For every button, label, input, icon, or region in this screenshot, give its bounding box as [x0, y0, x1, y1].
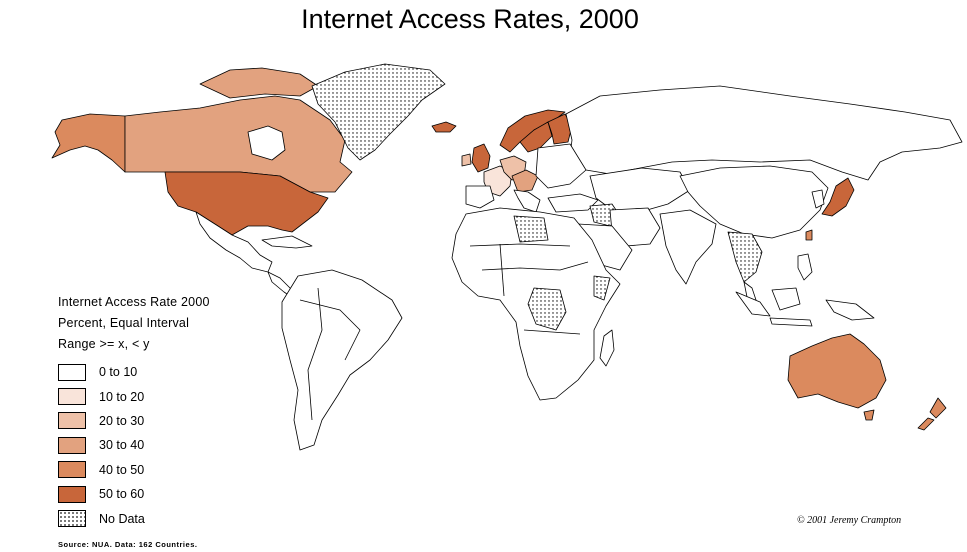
south-america — [281, 269, 403, 451]
legend-subtitle: Percent, Equal Interval — [58, 316, 190, 330]
legend-swatch — [58, 363, 86, 381]
new-zealand — [917, 397, 947, 431]
central-europe — [511, 169, 539, 193]
greenland — [311, 63, 446, 161]
legend-swatch — [58, 436, 86, 454]
philippines — [797, 253, 813, 281]
legend-item: 30 to 40 — [58, 433, 210, 457]
sa-border-2 — [307, 287, 323, 421]
legend-swatch — [58, 412, 86, 430]
indonesia-2 — [771, 287, 801, 311]
legend-label: 20 to 30 — [99, 413, 145, 428]
legend-item: No Data — [58, 506, 210, 530]
iceland — [431, 121, 457, 133]
central-asia — [589, 167, 691, 213]
sahara-no-data — [513, 215, 549, 243]
legend-label: 30 to 40 — [99, 438, 145, 453]
legend-range-note: Range >= x, < y — [58, 337, 150, 351]
central-africa-no-data — [527, 287, 567, 331]
korea — [811, 189, 825, 209]
legend-swatch — [58, 510, 86, 528]
legend-label: No Data — [99, 511, 145, 526]
legend-swatch — [58, 388, 86, 406]
legend-item: 10 to 20 — [58, 384, 210, 408]
madagascar — [599, 329, 615, 367]
legend-item: 50 to 60 — [58, 482, 210, 506]
new-guinea — [825, 299, 875, 321]
hudson-bay — [247, 125, 286, 161]
japan — [821, 177, 855, 217]
china — [679, 165, 829, 239]
finland — [547, 113, 573, 145]
legend-items: 0 to 10 10 to 20 20 to 30 30 to 40 40 to 50 5… — [58, 360, 210, 531]
map-title: Internet Access Rates, 2000 — [301, 4, 639, 34]
italy-balkans — [513, 189, 541, 213]
legend-title: Internet Access Rate 2000 — [58, 295, 210, 309]
legend-label: 0 to 10 — [99, 365, 138, 380]
ireland — [461, 153, 472, 167]
legend-label: 50 to 60 — [99, 487, 145, 502]
legend-item: 40 to 50 — [58, 458, 210, 482]
caribbean — [261, 235, 313, 249]
legend-label: 10 to 20 — [99, 389, 145, 404]
copyright-credit: © 2001 Jeremy Crampton — [797, 515, 902, 526]
legend-label: 40 to 50 — [99, 462, 145, 477]
indochina — [727, 231, 763, 283]
legend-item: 20 to 30 — [58, 409, 210, 433]
united-kingdom — [471, 143, 491, 173]
india — [659, 209, 717, 285]
indonesia-3 — [769, 317, 813, 327]
africa-border-1 — [469, 243, 571, 247]
africa-border-2 — [481, 261, 589, 271]
united-states — [164, 171, 329, 236]
alaska — [51, 113, 126, 173]
eastern-europe — [535, 143, 587, 189]
turkey — [547, 193, 599, 213]
africa-border-4 — [523, 329, 581, 335]
legend-item: 0 to 10 — [58, 360, 210, 384]
canada-islands — [199, 67, 319, 99]
source-note: Source: NUA. Data: 162 Countries. — [58, 540, 198, 549]
legend-swatch — [58, 461, 86, 479]
africa-border-3 — [499, 243, 505, 297]
taiwan — [805, 229, 813, 241]
tasmania — [863, 409, 875, 421]
australia — [787, 333, 887, 409]
legend-swatch — [58, 485, 86, 503]
indonesia-1 — [735, 291, 771, 317]
somalia-no-data — [593, 275, 611, 301]
iberia — [465, 185, 495, 209]
map-legend: Internet Access Rate 2000 Percent, Equal… — [58, 292, 210, 531]
